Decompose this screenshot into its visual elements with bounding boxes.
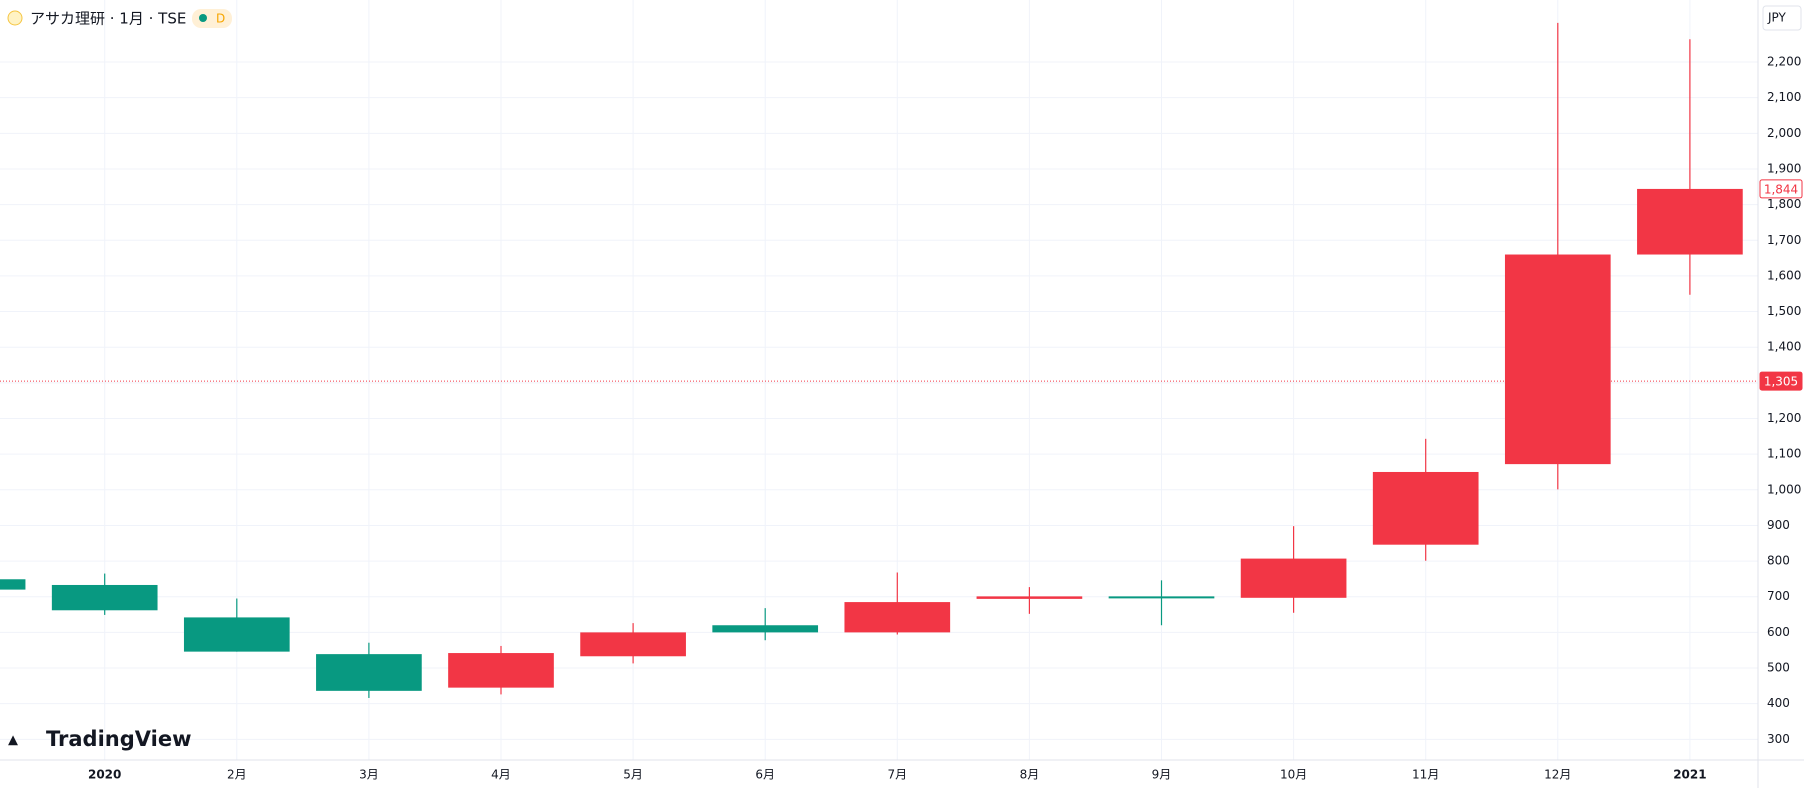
watermark-logo: ▴ <box>8 727 18 751</box>
x-tick-label: 12月 <box>1544 768 1571 782</box>
candle-body <box>448 653 554 688</box>
price-label: 1,844 <box>1764 182 1798 196</box>
x-tick-label: 5月 <box>623 768 643 782</box>
candles <box>0 22 1743 698</box>
y-tick-label: 2,100 <box>1767 90 1801 104</box>
y-tick-label: 1,100 <box>1767 447 1801 461</box>
y-tick-label: 800 <box>1767 554 1790 568</box>
price-label-box <box>1759 179 1803 199</box>
x-tick-label: 7月 <box>887 768 907 782</box>
y-tick-label: 1,700 <box>1767 233 1801 247</box>
x-tick-label: 8月 <box>1020 768 1040 782</box>
x-tick-label: 2月 <box>227 768 247 782</box>
symbol-title[interactable]: アサカ理研 · 1月 · TSE <box>30 10 186 28</box>
candle-body <box>1240 558 1347 598</box>
watermark: TradingView <box>46 727 191 751</box>
candle-body <box>712 625 819 633</box>
x-tick-label: 2020 <box>88 768 121 782</box>
status-dot <box>199 14 207 22</box>
x-tick-label: 2021 <box>1673 768 1706 782</box>
y-tick-label: 1,000 <box>1767 482 1801 496</box>
candle-body <box>51 584 158 611</box>
candle-body <box>580 632 686 657</box>
candle-body <box>1372 471 1479 545</box>
candle-body <box>1637 188 1743 255</box>
symbol-icon <box>7 10 23 26</box>
price-label: 1,305 <box>1764 375 1798 389</box>
y-tick-label: 2,200 <box>1767 55 1801 69</box>
candle-body <box>0 579 26 590</box>
y-tick-label: 1,500 <box>1767 304 1801 318</box>
x-tick-label: 4月 <box>491 768 511 782</box>
currency-label[interactable]: JPY <box>1767 11 1787 25</box>
x-tick-label: 10月 <box>1280 768 1307 782</box>
y-tick-label: 300 <box>1767 732 1790 746</box>
y-tick-label: 1,600 <box>1767 268 1801 282</box>
x-tick-label: 6月 <box>755 768 775 782</box>
y-tick-label: 1,800 <box>1767 197 1801 211</box>
x-tick-label: 9月 <box>1152 768 1172 782</box>
candle-body <box>183 617 290 652</box>
grid <box>0 0 1758 760</box>
y-tick-label: 2,000 <box>1767 126 1801 140</box>
candle-body <box>844 602 951 633</box>
x-tick-label: 3月 <box>359 768 379 782</box>
status-badge <box>192 9 232 28</box>
badge-label: D <box>216 12 225 26</box>
y-tick-label: 1,200 <box>1767 411 1801 425</box>
y-tick-label: 1,400 <box>1767 340 1801 354</box>
y-tick-label: 500 <box>1767 661 1790 675</box>
candle-body <box>976 596 1083 599</box>
y-tick-label: 600 <box>1767 625 1790 639</box>
y-tick-label: 900 <box>1767 518 1790 532</box>
candle-body <box>1108 596 1215 599</box>
x-tick-label: 11月 <box>1412 768 1439 782</box>
y-tick-label: 700 <box>1767 589 1790 603</box>
currency-button[interactable] <box>1762 5 1802 31</box>
candle-body <box>1504 254 1611 465</box>
candle-body <box>316 654 422 691</box>
y-tick-label: 400 <box>1767 696 1790 710</box>
y-tick-label: 1,900 <box>1767 161 1801 175</box>
price-label-box <box>1759 371 1803 391</box>
